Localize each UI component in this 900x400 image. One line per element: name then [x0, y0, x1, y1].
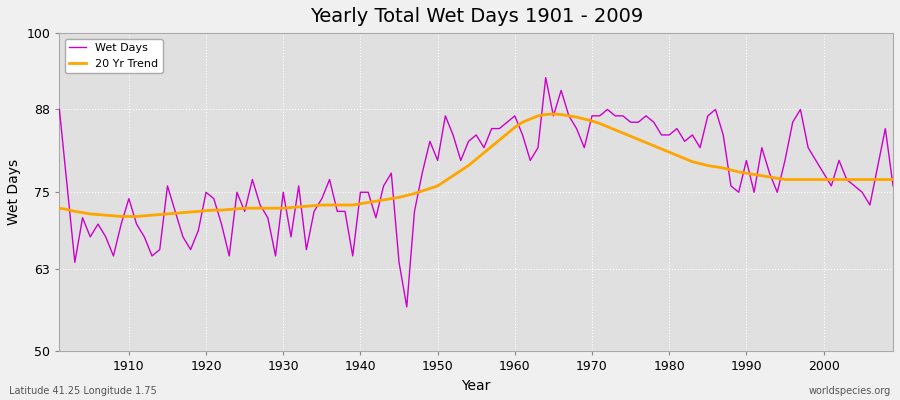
20 Yr Trend [548, 112, 559, 116]
Y-axis label: Wet Days: Wet Days [7, 159, 21, 225]
Wet Days [540, 75, 551, 80]
Line: 20 Yr Trend: 20 Yr Trend [59, 114, 893, 216]
Wet Days [401, 304, 412, 309]
Title: Yearly Total Wet Days 1901 - 2009: Yearly Total Wet Days 1901 - 2009 [310, 7, 643, 26]
Line: Wet Days: Wet Days [59, 78, 893, 307]
Text: Latitude 41.25 Longitude 1.75: Latitude 41.25 Longitude 1.75 [9, 386, 157, 396]
Wet Days [518, 132, 528, 137]
20 Yr Trend [116, 214, 127, 219]
20 Yr Trend [887, 177, 898, 182]
Wet Days [54, 107, 65, 112]
20 Yr Trend [509, 125, 520, 130]
Wet Days [509, 114, 520, 118]
Wet Days [285, 234, 296, 239]
Wet Days [887, 184, 898, 188]
20 Yr Trend [339, 203, 350, 208]
Wet Days [116, 222, 127, 226]
Legend: Wet Days, 20 Yr Trend: Wet Days, 20 Yr Trend [65, 39, 163, 73]
Wet Days [617, 114, 628, 118]
Text: worldspecies.org: worldspecies.org [809, 386, 891, 396]
20 Yr Trend [293, 204, 304, 209]
Wet Days [332, 209, 343, 214]
20 Yr Trend [54, 206, 65, 210]
20 Yr Trend [518, 120, 528, 125]
20 Yr Trend [123, 214, 134, 219]
X-axis label: Year: Year [462, 379, 490, 393]
20 Yr Trend [617, 131, 628, 136]
